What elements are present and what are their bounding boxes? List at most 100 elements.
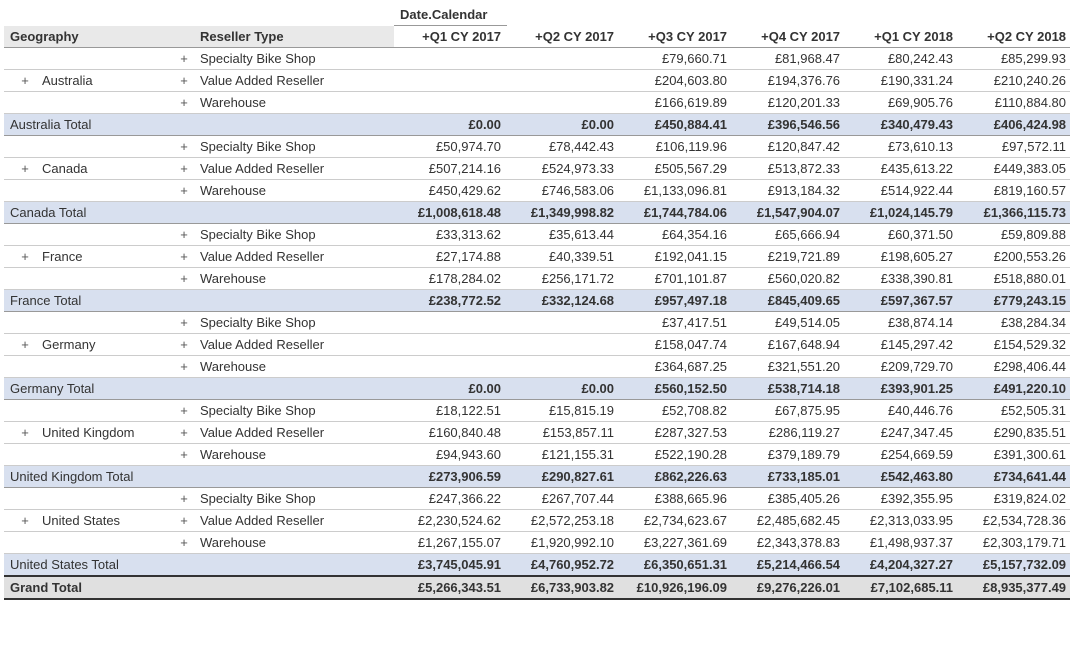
subtotal-cell[interactable]: £845,409.65 — [733, 290, 846, 312]
header-quarter[interactable]: +Q3 CY 2017 — [620, 26, 733, 48]
grand-total-cell[interactable]: £7,102,685.11 — [846, 576, 959, 599]
reseller-type-cell[interactable]: Value Added Reseller — [194, 510, 394, 532]
data-cell[interactable]: £254,669.59 — [846, 444, 959, 466]
data-cell[interactable]: £59,809.88 — [959, 224, 1070, 246]
reseller-type-cell[interactable]: Warehouse — [194, 532, 394, 554]
data-cell[interactable]: £1,133,096.81 — [620, 180, 733, 202]
data-cell[interactable]: £505,567.29 — [620, 158, 733, 180]
header-quarter[interactable]: +Q2 CY 2018 — [959, 26, 1070, 48]
geography-cell[interactable]: +France — [4, 246, 174, 268]
data-cell[interactable]: £364,687.25 — [620, 356, 733, 378]
data-cell[interactable] — [507, 312, 620, 334]
reseller-type-cell[interactable]: Specialty Bike Shop — [194, 312, 394, 334]
data-cell[interactable]: £560,020.82 — [733, 268, 846, 290]
grand-total-cell[interactable]: £9,276,226.01 — [733, 576, 846, 599]
data-cell[interactable]: £204,603.80 — [620, 70, 733, 92]
subtotal-cell[interactable]: £734,641.44 — [959, 466, 1070, 488]
data-cell[interactable]: £2,313,033.95 — [846, 510, 959, 532]
subtotal-cell[interactable]: £0.00 — [507, 114, 620, 136]
data-cell[interactable]: £35,613.44 — [507, 224, 620, 246]
expand-icon[interactable]: + — [18, 73, 32, 88]
data-cell[interactable]: £518,880.01 — [959, 268, 1070, 290]
subtotal-cell[interactable]: £733,185.01 — [733, 466, 846, 488]
subtotal-cell[interactable]: £560,152.50 — [620, 378, 733, 400]
subtotal-cell[interactable]: £1,547,904.07 — [733, 202, 846, 224]
data-cell[interactable]: £1,920,992.10 — [507, 532, 620, 554]
data-cell[interactable]: £449,383.05 — [959, 158, 1070, 180]
data-cell[interactable]: £85,299.93 — [959, 48, 1070, 70]
reseller-type-cell[interactable]: Value Added Reseller — [194, 422, 394, 444]
data-cell[interactable]: £78,442.43 — [507, 136, 620, 158]
header-quarter[interactable]: +Q1 CY 2017 — [394, 26, 507, 48]
expand-icon[interactable]: + — [174, 312, 194, 334]
subtotal-cell[interactable]: £273,906.59 — [394, 466, 507, 488]
geography-cell[interactable]: +Germany — [4, 334, 174, 356]
subtotal-cell[interactable]: £450,884.41 — [620, 114, 733, 136]
expand-icon[interactable]: + — [174, 268, 194, 290]
data-cell[interactable]: £38,284.34 — [959, 312, 1070, 334]
reseller-type-cell[interactable]: Warehouse — [194, 180, 394, 202]
data-cell[interactable]: £522,190.28 — [620, 444, 733, 466]
subtotal-cell[interactable]: £542,463.80 — [846, 466, 959, 488]
subtotal-cell[interactable]: £332,124.68 — [507, 290, 620, 312]
subtotal-cell[interactable]: £406,424.98 — [959, 114, 1070, 136]
expand-icon[interactable]: + — [18, 249, 32, 264]
expand-icon[interactable]: + — [174, 488, 194, 510]
subtotal-cell[interactable]: £5,214,466.54 — [733, 554, 846, 577]
expand-icon[interactable]: + — [174, 92, 194, 114]
expand-icon[interactable]: + — [174, 532, 194, 554]
data-cell[interactable]: £200,553.26 — [959, 246, 1070, 268]
reseller-type-cell[interactable]: Specialty Bike Shop — [194, 136, 394, 158]
header-reseller-type[interactable]: Reseller Type — [194, 26, 394, 48]
subtotal-cell[interactable]: £4,760,952.72 — [507, 554, 620, 577]
data-cell[interactable] — [394, 92, 507, 114]
data-cell[interactable]: £38,874.14 — [846, 312, 959, 334]
data-cell[interactable] — [507, 48, 620, 70]
subtotal-label[interactable]: Canada Total — [4, 202, 394, 224]
subtotal-cell[interactable]: £290,827.61 — [507, 466, 620, 488]
subtotal-cell[interactable]: £4,204,327.27 — [846, 554, 959, 577]
data-cell[interactable]: £385,405.26 — [733, 488, 846, 510]
data-cell[interactable] — [507, 356, 620, 378]
header-geography[interactable]: Geography — [4, 26, 174, 48]
data-cell[interactable]: £153,857.11 — [507, 422, 620, 444]
subtotal-cell[interactable]: £1,349,998.82 — [507, 202, 620, 224]
expand-icon[interactable]: + — [174, 70, 194, 92]
data-cell[interactable]: £913,184.32 — [733, 180, 846, 202]
data-cell[interactable]: £2,734,623.67 — [620, 510, 733, 532]
data-cell[interactable]: £190,331.24 — [846, 70, 959, 92]
data-cell[interactable]: £145,297.42 — [846, 334, 959, 356]
expand-icon[interactable]: + — [18, 337, 32, 352]
expand-icon[interactable]: + — [174, 48, 194, 70]
data-cell[interactable]: £81,968.47 — [733, 48, 846, 70]
data-cell[interactable]: £247,366.22 — [394, 488, 507, 510]
data-cell[interactable]: £121,155.31 — [507, 444, 620, 466]
data-cell[interactable]: £319,824.02 — [959, 488, 1070, 510]
data-cell[interactable] — [394, 312, 507, 334]
geography-cell[interactable]: +United States — [4, 510, 174, 532]
expand-icon[interactable]: + — [174, 246, 194, 268]
reseller-type-cell[interactable]: Value Added Reseller — [194, 246, 394, 268]
data-cell[interactable]: £321,551.20 — [733, 356, 846, 378]
data-cell[interactable]: £154,529.32 — [959, 334, 1070, 356]
data-cell[interactable]: £40,339.51 — [507, 246, 620, 268]
data-cell[interactable]: £267,707.44 — [507, 488, 620, 510]
expand-icon[interactable]: + — [174, 180, 194, 202]
subtotal-label[interactable]: Germany Total — [4, 378, 394, 400]
data-cell[interactable]: £49,514.05 — [733, 312, 846, 334]
data-cell[interactable]: £286,119.27 — [733, 422, 846, 444]
subtotal-cell[interactable]: £862,226.63 — [620, 466, 733, 488]
expand-icon[interactable]: + — [174, 444, 194, 466]
reseller-type-cell[interactable]: Value Added Reseller — [194, 158, 394, 180]
data-cell[interactable]: £256,171.72 — [507, 268, 620, 290]
data-cell[interactable]: £166,619.89 — [620, 92, 733, 114]
data-cell[interactable]: £1,267,155.07 — [394, 532, 507, 554]
data-cell[interactable]: £158,047.74 — [620, 334, 733, 356]
data-cell[interactable]: £435,613.22 — [846, 158, 959, 180]
grand-total-cell[interactable]: £5,266,343.51 — [394, 576, 507, 599]
data-cell[interactable]: £50,974.70 — [394, 136, 507, 158]
data-cell[interactable] — [394, 48, 507, 70]
reseller-type-cell[interactable]: Specialty Bike Shop — [194, 48, 394, 70]
data-cell[interactable]: £219,721.89 — [733, 246, 846, 268]
data-cell[interactable]: £40,446.76 — [846, 400, 959, 422]
